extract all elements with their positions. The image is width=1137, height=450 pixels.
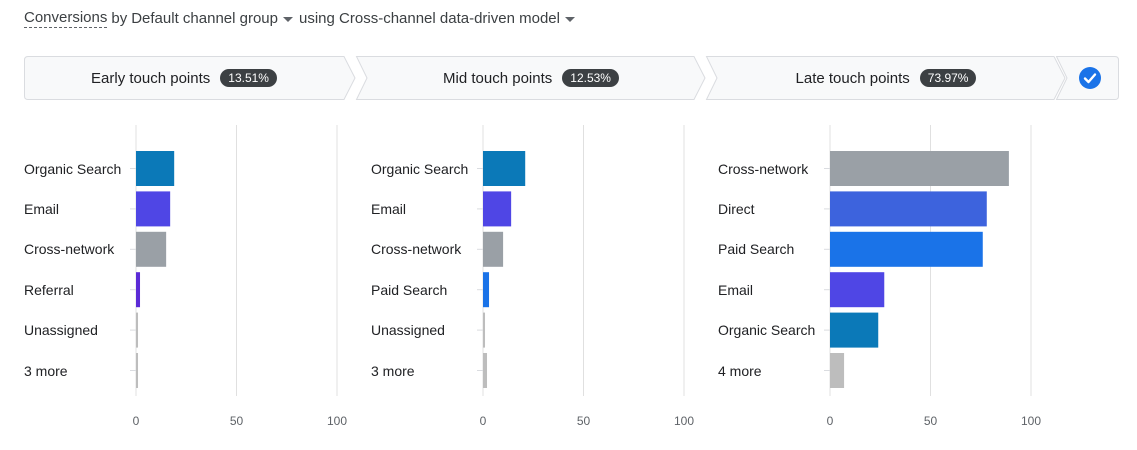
chart-header: Conversions by Default channel group usi… bbox=[24, 7, 581, 29]
x-tick-label: 100 bbox=[673, 414, 695, 428]
category-label: 3 more bbox=[24, 362, 68, 379]
step-early-badge: 13.51% bbox=[220, 69, 277, 87]
category-label: Unassigned bbox=[371, 322, 445, 339]
chart-svg bbox=[130, 125, 338, 396]
step-late[interactable]: Late touch points 73.97% bbox=[705, 56, 1066, 100]
step-late-shape bbox=[705, 56, 1066, 100]
step-mid-shape bbox=[355, 56, 706, 100]
bar-4-more[interactable] bbox=[830, 353, 845, 388]
x-tick-label: 100 bbox=[1020, 414, 1042, 428]
x-tick-label: 0 bbox=[132, 414, 140, 428]
category-label: Email bbox=[718, 281, 754, 298]
chart-early: 0 50 100 Organic Search Email Cross-network Re… bbox=[0, 120, 360, 440]
category-label: Organic Search bbox=[718, 322, 816, 339]
dimension-selector[interactable]: Default channel group bbox=[131, 9, 278, 27]
category-label: Paid Search bbox=[371, 281, 448, 298]
chart-mid: 0 50 100 Organic Search Email Cross-network Pa… bbox=[350, 120, 710, 440]
by-text: by bbox=[111, 9, 128, 27]
category-label: Referral bbox=[24, 281, 74, 298]
check-circle-icon bbox=[1079, 67, 1101, 89]
category-label: 3 more bbox=[371, 362, 415, 379]
bar-paid-search[interactable] bbox=[830, 231, 983, 267]
bar-direct[interactable] bbox=[830, 191, 987, 227]
step-late-label: Late touch points bbox=[795, 69, 910, 87]
step-mid-badge: 12.53% bbox=[562, 69, 619, 87]
chart-svg bbox=[824, 125, 1032, 396]
category-label: Email bbox=[371, 200, 407, 217]
bar-3-more[interactable] bbox=[136, 353, 139, 388]
x-tick-label: 0 bbox=[479, 414, 487, 428]
category-label: 4 more bbox=[718, 362, 762, 379]
step-mid-label: Mid touch points bbox=[443, 69, 553, 87]
x-tick-label: 50 bbox=[923, 414, 938, 428]
bar-organic-search[interactable] bbox=[136, 151, 175, 186]
bar-email[interactable] bbox=[483, 191, 512, 227]
category-label: Paid Search bbox=[718, 241, 795, 258]
x-tick-label: 50 bbox=[576, 414, 591, 428]
bar-referral[interactable] bbox=[136, 272, 141, 308]
bar-email[interactable] bbox=[830, 272, 885, 308]
step-mid[interactable]: Mid touch points 12.53% bbox=[355, 56, 706, 100]
bar-email[interactable] bbox=[136, 191, 171, 227]
bar-paid-search[interactable] bbox=[483, 272, 490, 308]
bar-3-more[interactable] bbox=[483, 353, 488, 388]
x-tick-label: 100 bbox=[326, 414, 348, 428]
bar-cross-network[interactable] bbox=[830, 151, 1009, 186]
bar-organic-search[interactable] bbox=[830, 312, 879, 348]
step-early-label: Early touch points bbox=[91, 69, 211, 87]
bar-unassigned[interactable] bbox=[136, 312, 139, 348]
category-label: Unassigned bbox=[24, 322, 98, 339]
chart-late: 0 50 100 Cross-network Direct Paid Search Emai… bbox=[700, 120, 1060, 440]
category-label: Organic Search bbox=[24, 160, 122, 177]
touchpoint-steps: Early touch points 13.51% Mid touch poin… bbox=[0, 56, 1137, 102]
bar-cross-network[interactable] bbox=[136, 231, 167, 267]
category-label: Cross-network bbox=[24, 241, 115, 258]
x-tick-label: 50 bbox=[229, 414, 244, 428]
category-label: Cross-network bbox=[718, 160, 809, 177]
category-label: Email bbox=[24, 200, 60, 217]
step-early-shape bbox=[24, 56, 356, 100]
metric-selector[interactable]: Conversions bbox=[24, 8, 108, 28]
model-dropdown-icon[interactable] bbox=[564, 16, 575, 22]
bar-cross-network[interactable] bbox=[483, 231, 504, 267]
step-early[interactable]: Early touch points 13.51% bbox=[24, 56, 356, 100]
model-selector[interactable]: using Cross-channel data-driven model bbox=[299, 9, 560, 27]
x-tick-label: 0 bbox=[826, 414, 834, 428]
step-late-badge: 73.97% bbox=[919, 69, 977, 87]
dimension-dropdown-icon[interactable] bbox=[283, 16, 293, 22]
category-label: Organic Search bbox=[371, 160, 469, 177]
bar-organic-search[interactable] bbox=[483, 151, 526, 186]
category-label: Cross-network bbox=[371, 241, 462, 258]
chart-svg bbox=[477, 125, 685, 396]
category-label: Direct bbox=[718, 200, 755, 217]
bar-unassigned[interactable] bbox=[483, 312, 486, 348]
